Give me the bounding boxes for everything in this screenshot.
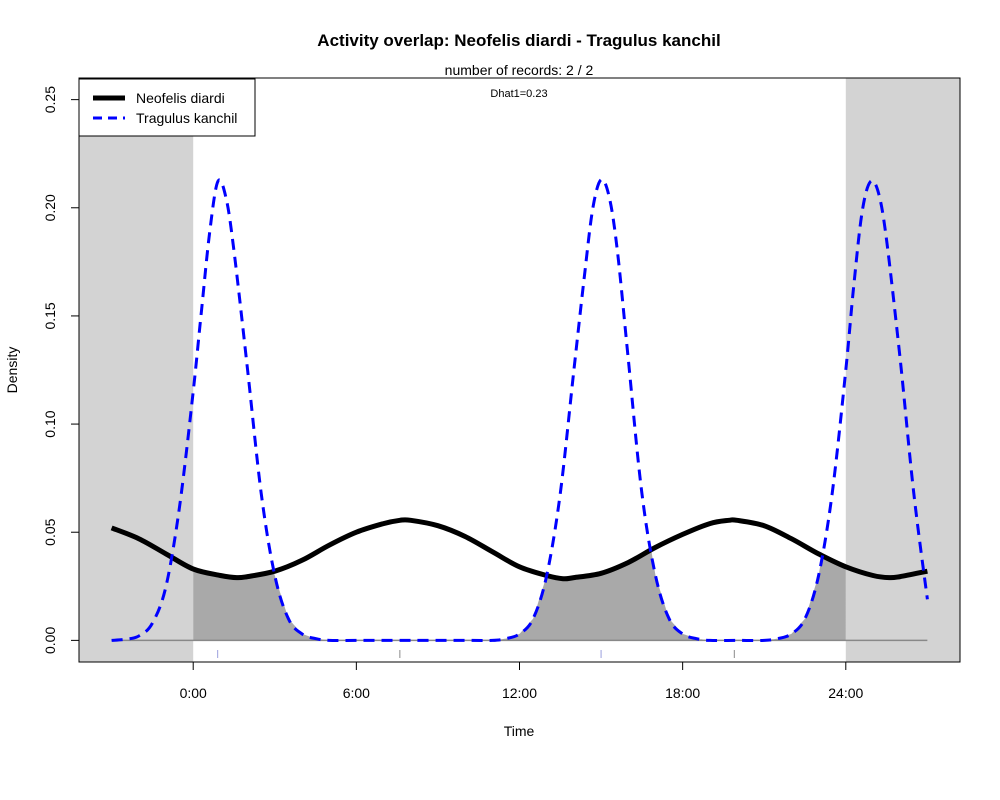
legend-box: [78, 78, 256, 137]
legend-label-neofelis-diardi: Neofelis diardi: [136, 90, 225, 106]
y-tick-label: 0.00: [42, 627, 58, 654]
x-tick-label: 12:00: [502, 685, 537, 701]
y-tick-label: 0.05: [42, 518, 58, 545]
density-curves: [110, 177, 929, 643]
x-tick-label: 0:00: [180, 685, 207, 701]
overlap-area: [111, 550, 928, 642]
x-tick-label: 18:00: [665, 685, 700, 701]
x-tick-label: 24:00: [828, 685, 863, 701]
y-tick-label: 0.15: [42, 302, 58, 329]
y-axis-label: Density: [4, 347, 20, 394]
y-tick-label: 0.10: [42, 410, 58, 437]
overlap-polygon: [193, 550, 846, 641]
series-line-neofelis-diardi: [110, 517, 928, 582]
chart-subtitle: number of records: 2 / 2: [445, 62, 594, 78]
legend: Neofelis diardi Tragulus kanchil: [78, 78, 256, 137]
night-band-1: [845, 78, 960, 662]
x-tick-label: 6:00: [343, 685, 370, 701]
night-band-0: [79, 78, 194, 662]
rug-marks: [217, 650, 735, 658]
y-axis: 0.00 0.05 0.10 0.15 0.20 0.25: [42, 86, 80, 654]
chart-title: Activity overlap: Neofelis diardi - Trag…: [317, 31, 720, 50]
overlap-coefficient: Dhat1=0.23: [490, 88, 547, 100]
y-tick-label: 0.25: [42, 86, 58, 113]
series-line-tragulus-kanchil: [111, 177, 929, 643]
x-axis: 0:00 6:00 12:00 18:00 24:00: [180, 661, 864, 701]
night-shading: [79, 78, 960, 662]
y-tick-label: 0.20: [42, 194, 58, 221]
legend-label-tragulus-kanchil: Tragulus kanchil: [136, 110, 237, 126]
x-axis-label: Time: [504, 723, 535, 739]
